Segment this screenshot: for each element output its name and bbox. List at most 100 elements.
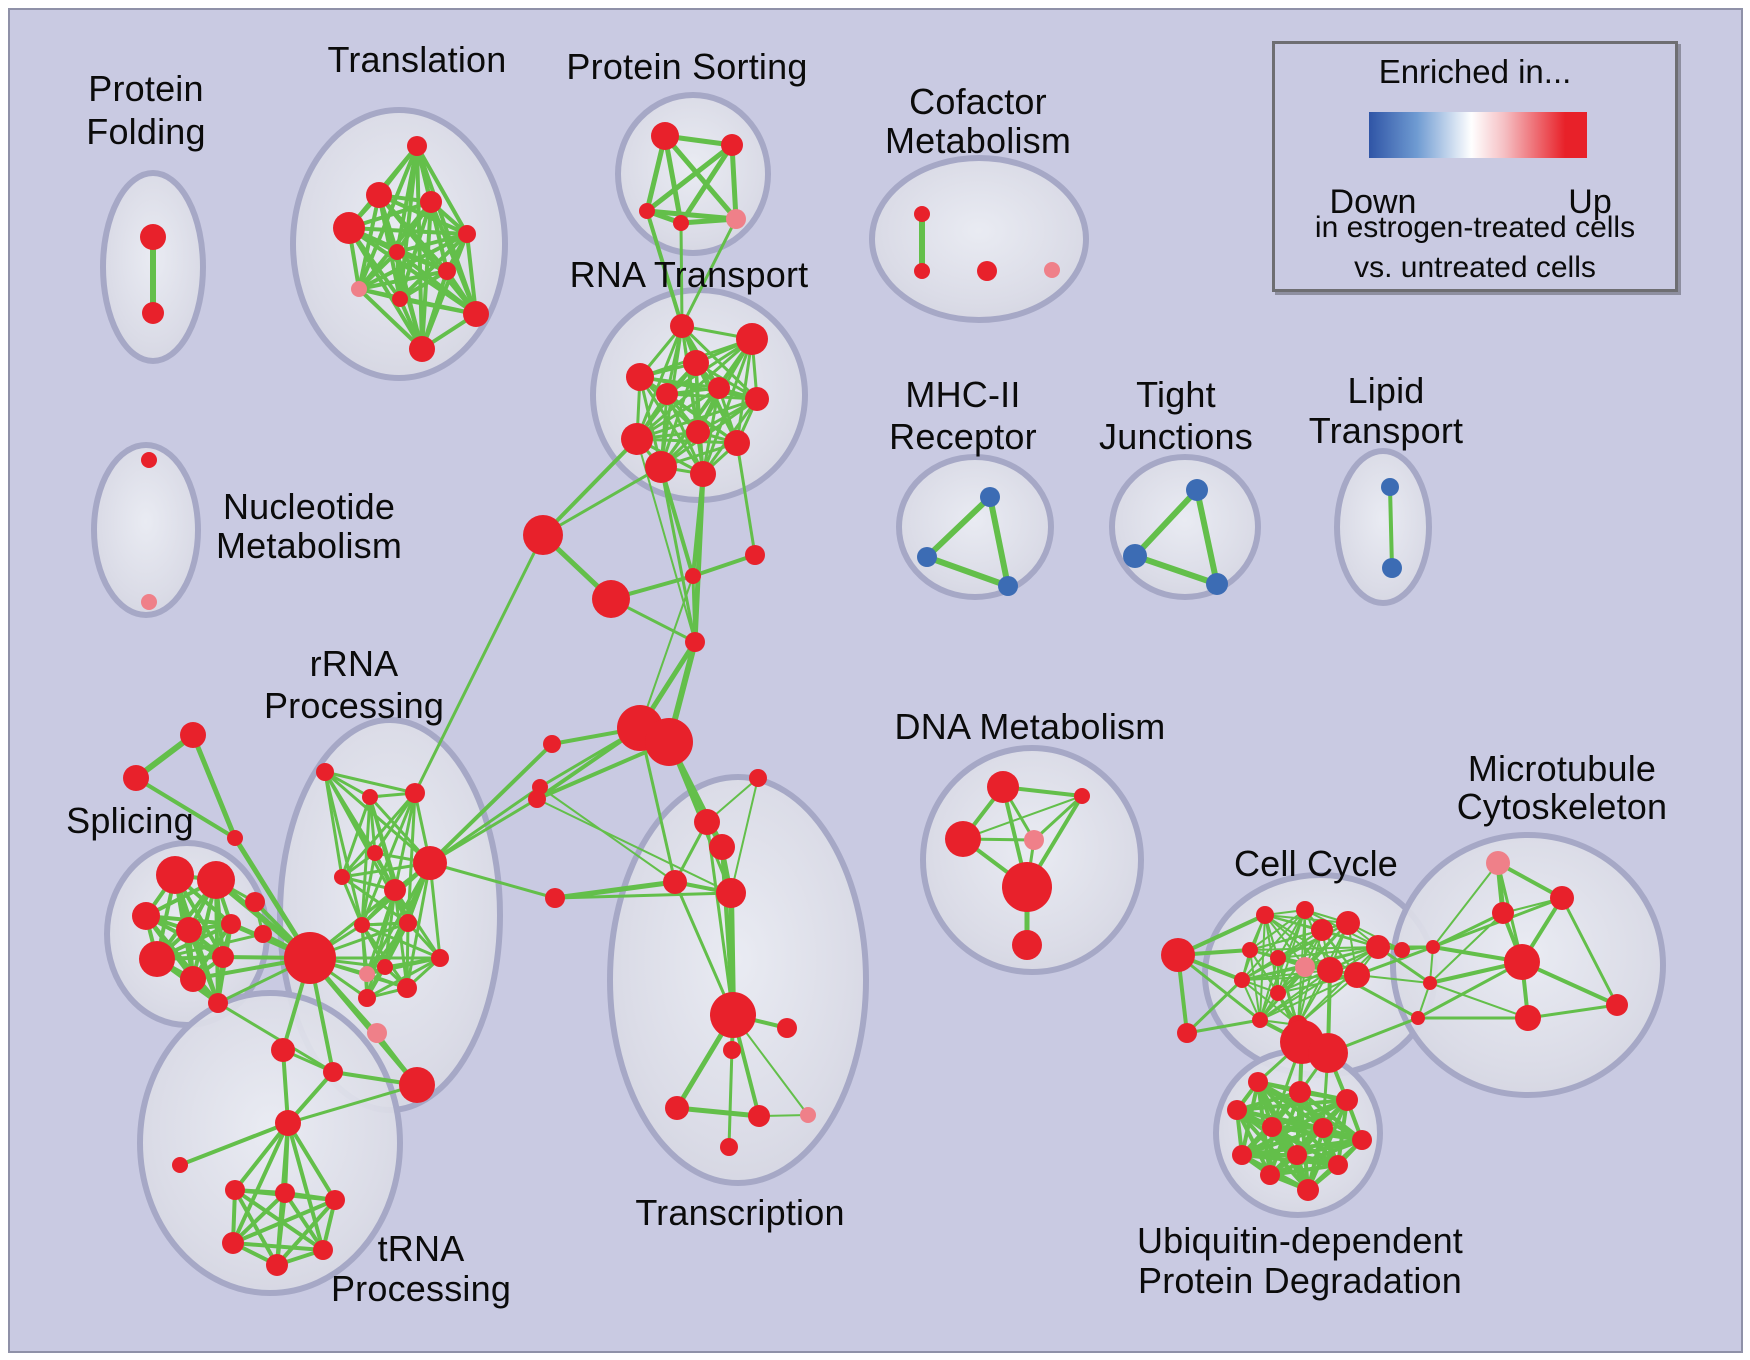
gene-set-node-119[interactable] bbox=[1336, 911, 1360, 935]
gene-set-node-15[interactable] bbox=[639, 203, 655, 219]
gene-set-node-23[interactable] bbox=[736, 323, 768, 355]
gene-set-node-61[interactable] bbox=[334, 869, 350, 885]
gene-set-node-131[interactable] bbox=[1308, 1033, 1348, 1073]
gene-set-node-112[interactable] bbox=[1002, 862, 1052, 912]
gene-set-node-89[interactable] bbox=[225, 1180, 245, 1200]
gene-set-node-35[interactable] bbox=[917, 547, 937, 567]
gene-set-node-63[interactable] bbox=[384, 879, 406, 901]
gene-set-node-77[interactable] bbox=[254, 925, 272, 943]
gene-set-node-12[interactable] bbox=[409, 336, 435, 362]
gene-set-node-148[interactable] bbox=[1352, 1130, 1372, 1150]
gene-set-node-121[interactable] bbox=[1242, 942, 1258, 958]
gene-set-node-96[interactable] bbox=[694, 809, 720, 835]
gene-set-node-106[interactable] bbox=[720, 1138, 738, 1156]
gene-set-node-48[interactable] bbox=[685, 632, 705, 652]
gene-set-node-50[interactable] bbox=[645, 718, 693, 766]
gene-set-node-76[interactable] bbox=[245, 892, 265, 912]
gene-set-node-54[interactable] bbox=[180, 722, 206, 748]
gene-set-node-6[interactable] bbox=[458, 225, 476, 243]
gene-set-node-133[interactable] bbox=[1426, 940, 1440, 954]
gene-set-node-72[interactable] bbox=[271, 1038, 295, 1062]
gene-set-node-57[interactable] bbox=[316, 763, 334, 781]
gene-set-node-38[interactable] bbox=[1123, 544, 1147, 568]
gene-set-node-111[interactable] bbox=[1024, 830, 1044, 850]
gene-set-node-24[interactable] bbox=[683, 350, 709, 376]
gene-set-node-62[interactable] bbox=[413, 846, 447, 880]
gene-set-node-149[interactable] bbox=[1232, 1145, 1252, 1165]
gene-set-node-153[interactable] bbox=[1297, 1179, 1319, 1201]
gene-set-node-13[interactable] bbox=[651, 122, 679, 150]
gene-set-node-107[interactable] bbox=[545, 888, 565, 908]
gene-set-node-126[interactable] bbox=[1234, 972, 1250, 988]
gene-set-node-117[interactable] bbox=[1296, 901, 1314, 919]
gene-set-node-82[interactable] bbox=[221, 914, 241, 934]
gene-set-node-7[interactable] bbox=[389, 244, 405, 260]
gene-set-node-88[interactable] bbox=[172, 1157, 188, 1173]
gene-set-node-151[interactable] bbox=[1328, 1155, 1348, 1175]
gene-set-node-42[interactable] bbox=[141, 452, 157, 468]
gene-set-node-105[interactable] bbox=[800, 1107, 816, 1123]
gene-set-node-9[interactable] bbox=[351, 281, 367, 297]
gene-set-node-152[interactable] bbox=[1260, 1165, 1280, 1185]
gene-set-node-144[interactable] bbox=[1336, 1089, 1358, 1111]
gene-set-node-73[interactable] bbox=[323, 1062, 343, 1082]
gene-set-node-128[interactable] bbox=[1252, 1012, 1268, 1028]
gene-set-node-116[interactable] bbox=[1256, 906, 1274, 924]
gene-set-node-18[interactable] bbox=[914, 206, 930, 222]
gene-set-node-40[interactable] bbox=[1381, 478, 1399, 496]
gene-set-node-8[interactable] bbox=[438, 262, 456, 280]
gene-set-node-55[interactable] bbox=[123, 765, 149, 791]
gene-set-node-132[interactable] bbox=[1394, 942, 1410, 958]
gene-set-node-66[interactable] bbox=[359, 966, 375, 982]
gene-set-node-123[interactable] bbox=[1295, 957, 1315, 977]
gene-set-node-16[interactable] bbox=[673, 215, 689, 231]
gene-set-node-10[interactable] bbox=[392, 291, 408, 307]
gene-set-node-125[interactable] bbox=[1344, 962, 1370, 988]
gene-set-node-20[interactable] bbox=[977, 261, 997, 281]
gene-set-node-68[interactable] bbox=[397, 978, 417, 998]
gene-set-node-71[interactable] bbox=[284, 932, 336, 984]
gene-set-node-5[interactable] bbox=[333, 212, 365, 244]
gene-set-node-69[interactable] bbox=[431, 949, 449, 967]
gene-set-node-37[interactable] bbox=[1186, 479, 1208, 501]
gene-set-node-34[interactable] bbox=[980, 487, 1000, 507]
gene-set-node-36[interactable] bbox=[998, 576, 1018, 596]
gene-set-node-101[interactable] bbox=[777, 1018, 797, 1038]
gene-set-node-32[interactable] bbox=[645, 451, 677, 483]
gene-set-node-29[interactable] bbox=[621, 423, 653, 455]
gene-set-node-51[interactable] bbox=[543, 735, 561, 753]
gene-set-node-134[interactable] bbox=[1423, 976, 1437, 990]
gene-set-node-47[interactable] bbox=[745, 545, 765, 565]
gene-set-node-124[interactable] bbox=[1317, 957, 1343, 983]
gene-set-node-100[interactable] bbox=[710, 992, 756, 1038]
gene-set-node-21[interactable] bbox=[1044, 262, 1060, 278]
gene-set-node-60[interactable] bbox=[367, 845, 383, 861]
gene-set-node-108[interactable] bbox=[987, 771, 1019, 803]
gene-set-node-92[interactable] bbox=[222, 1232, 244, 1254]
gene-set-node-80[interactable] bbox=[132, 902, 160, 930]
gene-set-node-27[interactable] bbox=[656, 383, 678, 405]
gene-set-node-59[interactable] bbox=[405, 783, 425, 803]
gene-set-node-56[interactable] bbox=[227, 830, 243, 846]
gene-set-node-75[interactable] bbox=[367, 1023, 387, 1043]
gene-set-node-39[interactable] bbox=[1206, 573, 1228, 595]
gene-set-node-93[interactable] bbox=[313, 1240, 333, 1260]
gene-set-node-11[interactable] bbox=[463, 301, 489, 327]
gene-set-node-84[interactable] bbox=[180, 966, 206, 992]
gene-set-node-44[interactable] bbox=[523, 515, 563, 555]
gene-set-node-33[interactable] bbox=[690, 461, 716, 487]
gene-set-node-122[interactable] bbox=[1270, 950, 1286, 966]
gene-set-node-94[interactable] bbox=[266, 1254, 288, 1276]
gene-set-node-110[interactable] bbox=[945, 821, 981, 857]
gene-set-node-98[interactable] bbox=[663, 870, 687, 894]
gene-set-node-46[interactable] bbox=[685, 568, 701, 584]
gene-set-node-145[interactable] bbox=[1227, 1100, 1247, 1120]
gene-set-node-150[interactable] bbox=[1287, 1145, 1307, 1165]
gene-set-node-120[interactable] bbox=[1366, 935, 1390, 959]
gene-set-node-85[interactable] bbox=[212, 946, 234, 968]
gene-set-node-91[interactable] bbox=[325, 1190, 345, 1210]
gene-set-node-45[interactable] bbox=[592, 580, 630, 618]
gene-set-node-53[interactable] bbox=[528, 790, 546, 808]
gene-set-node-74[interactable] bbox=[399, 1067, 435, 1103]
gene-set-node-30[interactable] bbox=[686, 420, 710, 444]
